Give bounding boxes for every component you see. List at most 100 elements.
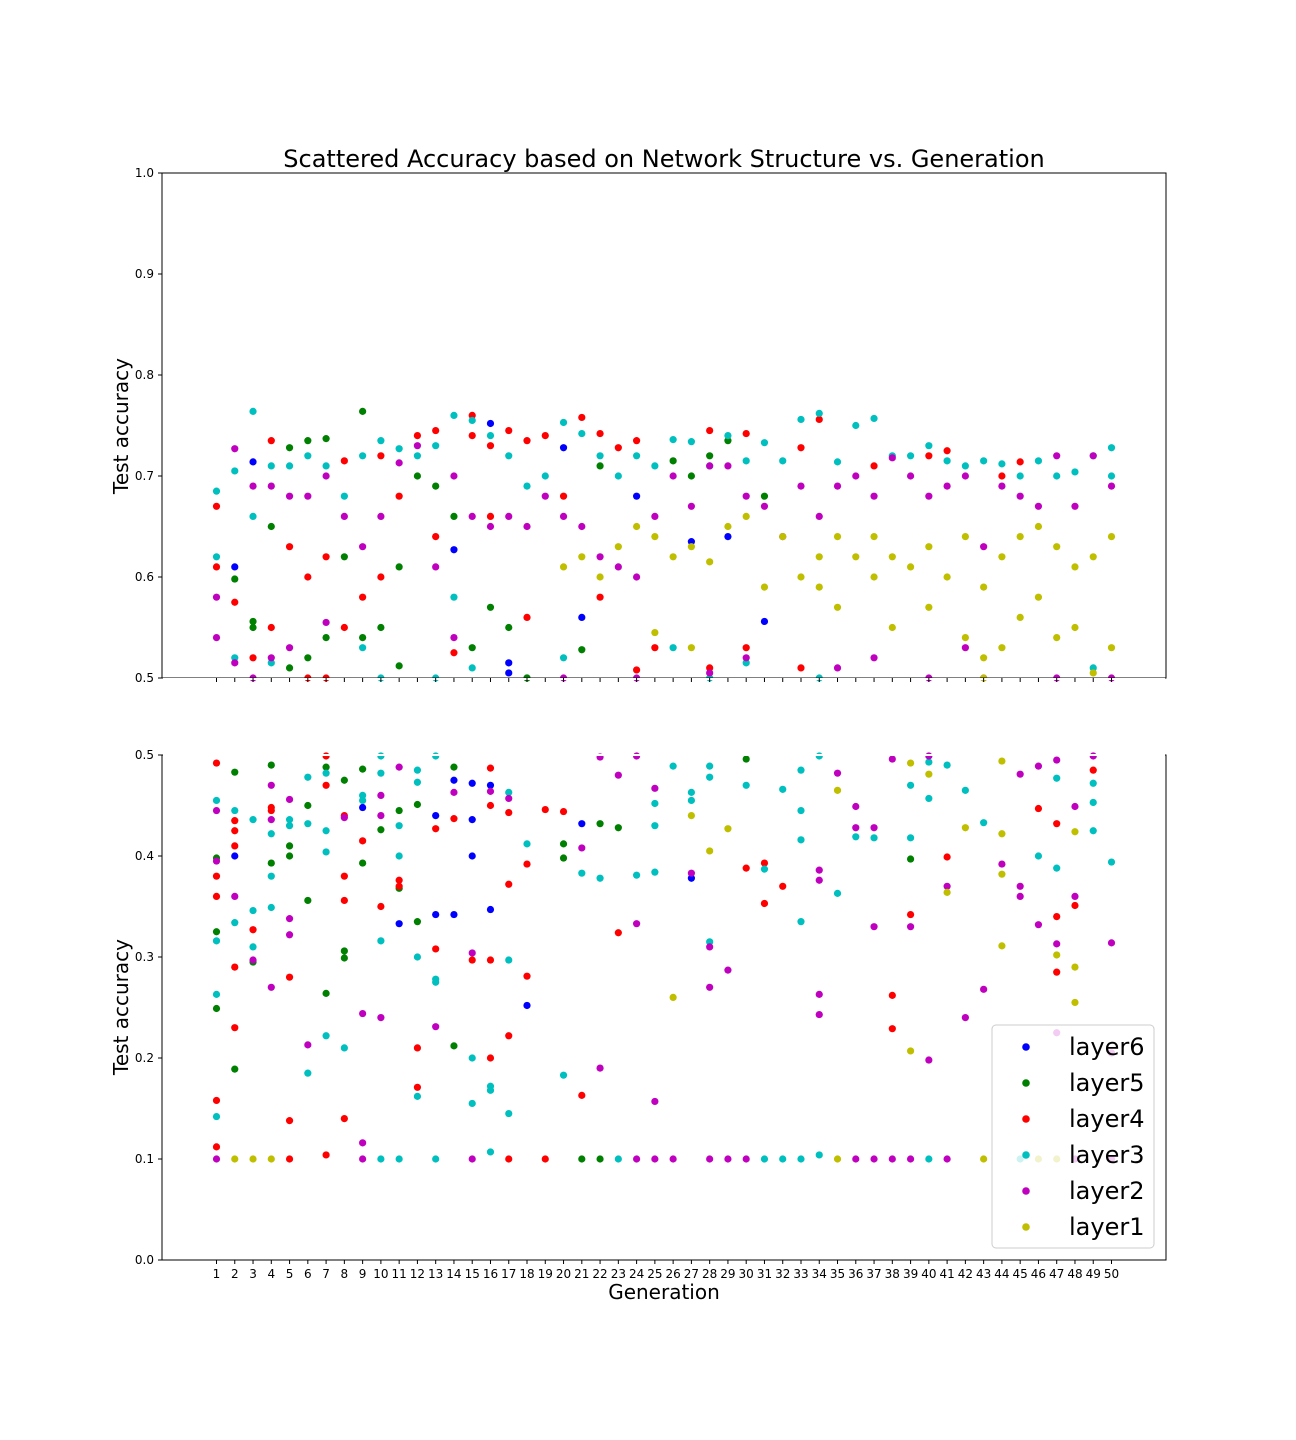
- point-layer1: [687, 644, 695, 652]
- point-layer4: [267, 623, 275, 632]
- point-layer3: [797, 806, 805, 815]
- top-panel-bottom-gap: [163, 678, 1165, 680]
- point-layer2: [1016, 892, 1024, 901]
- point-layer6: [450, 546, 458, 554]
- point-layer3: [413, 778, 422, 786]
- point-layer6: [633, 492, 641, 500]
- point-layer5: [578, 646, 586, 654]
- point-layer1: [1034, 593, 1043, 601]
- point-layer2: [614, 771, 622, 779]
- top-y-tick-label: 1.0: [135, 166, 154, 180]
- point-layer1: [760, 583, 769, 591]
- point-layer2: [852, 824, 860, 832]
- point-layer2: [961, 644, 969, 652]
- point-layer2: [706, 669, 714, 677]
- point-layer2: [468, 1155, 476, 1163]
- point-layer2: [1089, 752, 1097, 760]
- point-layer4: [1053, 820, 1061, 828]
- point-layer3: [797, 836, 805, 844]
- legend-marker-layer5: [1022, 1079, 1030, 1087]
- point-layer2: [231, 659, 239, 667]
- point-layer4: [340, 457, 348, 465]
- point-layer3: [432, 978, 440, 986]
- point-layer3: [833, 458, 842, 466]
- top-y-tick-label: 0.6: [135, 570, 154, 584]
- point-layer3: [633, 871, 641, 879]
- point-layer2: [578, 844, 586, 852]
- point-layer1: [651, 533, 659, 541]
- top-panel-frame: [161, 172, 1167, 679]
- legend-marker-layer4: [1022, 1115, 1030, 1123]
- point-layer3: [779, 457, 787, 465]
- point-layer5: [231, 575, 239, 583]
- point-layer3: [925, 1155, 933, 1163]
- point-layer1: [706, 558, 714, 566]
- point-layer3: [395, 445, 403, 453]
- x-tick-label: 27: [684, 1267, 699, 1281]
- point-layer3: [961, 462, 969, 470]
- point-layer4: [395, 882, 403, 890]
- point-layer3: [1034, 852, 1043, 860]
- point-layer1: [833, 786, 842, 794]
- point-layer2: [906, 923, 915, 931]
- point-layer1: [249, 1155, 257, 1163]
- point-layer2: [633, 573, 641, 581]
- point-layer3: [267, 462, 275, 470]
- point-layer3: [669, 644, 677, 652]
- point-layer4: [906, 910, 915, 919]
- point-layer4: [450, 649, 458, 657]
- point-layer6: [578, 820, 586, 828]
- point-layer5: [340, 776, 348, 784]
- point-layer5: [760, 492, 769, 500]
- x-tick-label: 42: [958, 1267, 973, 1281]
- point-layer3: [359, 791, 367, 800]
- point-layer2: [578, 522, 586, 531]
- point-layer2: [377, 1014, 385, 1022]
- point-layer4: [614, 444, 622, 452]
- point-layer4: [505, 426, 513, 435]
- point-layer1: [906, 1047, 915, 1055]
- point-layer5: [322, 435, 330, 443]
- point-layer4: [359, 837, 367, 845]
- point-layer2: [505, 794, 513, 803]
- point-layer5: [468, 644, 476, 652]
- point-layer5: [687, 472, 695, 480]
- point-layer3: [559, 654, 568, 662]
- point-layer2: [687, 502, 695, 510]
- point-layer2: [870, 923, 878, 931]
- point-layer6: [760, 617, 769, 626]
- top-x-axis-ticks: [216, 678, 1112, 682]
- point-layer3: [541, 472, 549, 480]
- point-layer4: [432, 426, 440, 435]
- point-layer3: [943, 457, 951, 465]
- x-tick-label: 47: [1049, 1267, 1064, 1281]
- point-layer5: [322, 989, 330, 997]
- legend-box: [991, 1024, 1155, 1249]
- point-layer5: [322, 763, 330, 771]
- point-layer2: [998, 860, 1006, 868]
- point-layer2: [943, 482, 951, 490]
- point-layer4: [943, 853, 951, 861]
- x-tick-label: 45: [1013, 1267, 1028, 1281]
- point-layer6: [687, 538, 695, 546]
- point-layer5: [413, 472, 422, 480]
- point-layer3: [815, 1151, 823, 1159]
- point-layer2: [395, 763, 403, 771]
- point-layer3: [614, 1155, 622, 1163]
- point-layer3: [1016, 472, 1024, 480]
- point-layer2: [432, 563, 440, 571]
- point-layer3: [377, 437, 385, 445]
- point-layer4: [267, 806, 275, 815]
- point-layer3: [432, 752, 440, 760]
- point-layer4: [925, 452, 933, 460]
- point-layer5: [340, 553, 348, 561]
- point-layer2: [1034, 502, 1043, 510]
- point-layer3: [267, 659, 275, 667]
- x-tick-label: 25: [647, 1267, 662, 1281]
- point-layer6: [468, 779, 476, 787]
- point-layer1: [559, 563, 568, 571]
- point-layer4: [231, 1024, 239, 1032]
- point-layer4: [578, 1091, 586, 1099]
- chart-title: Scattered Accuracy based on Network Stru…: [283, 145, 1044, 173]
- point-layer5: [359, 765, 367, 773]
